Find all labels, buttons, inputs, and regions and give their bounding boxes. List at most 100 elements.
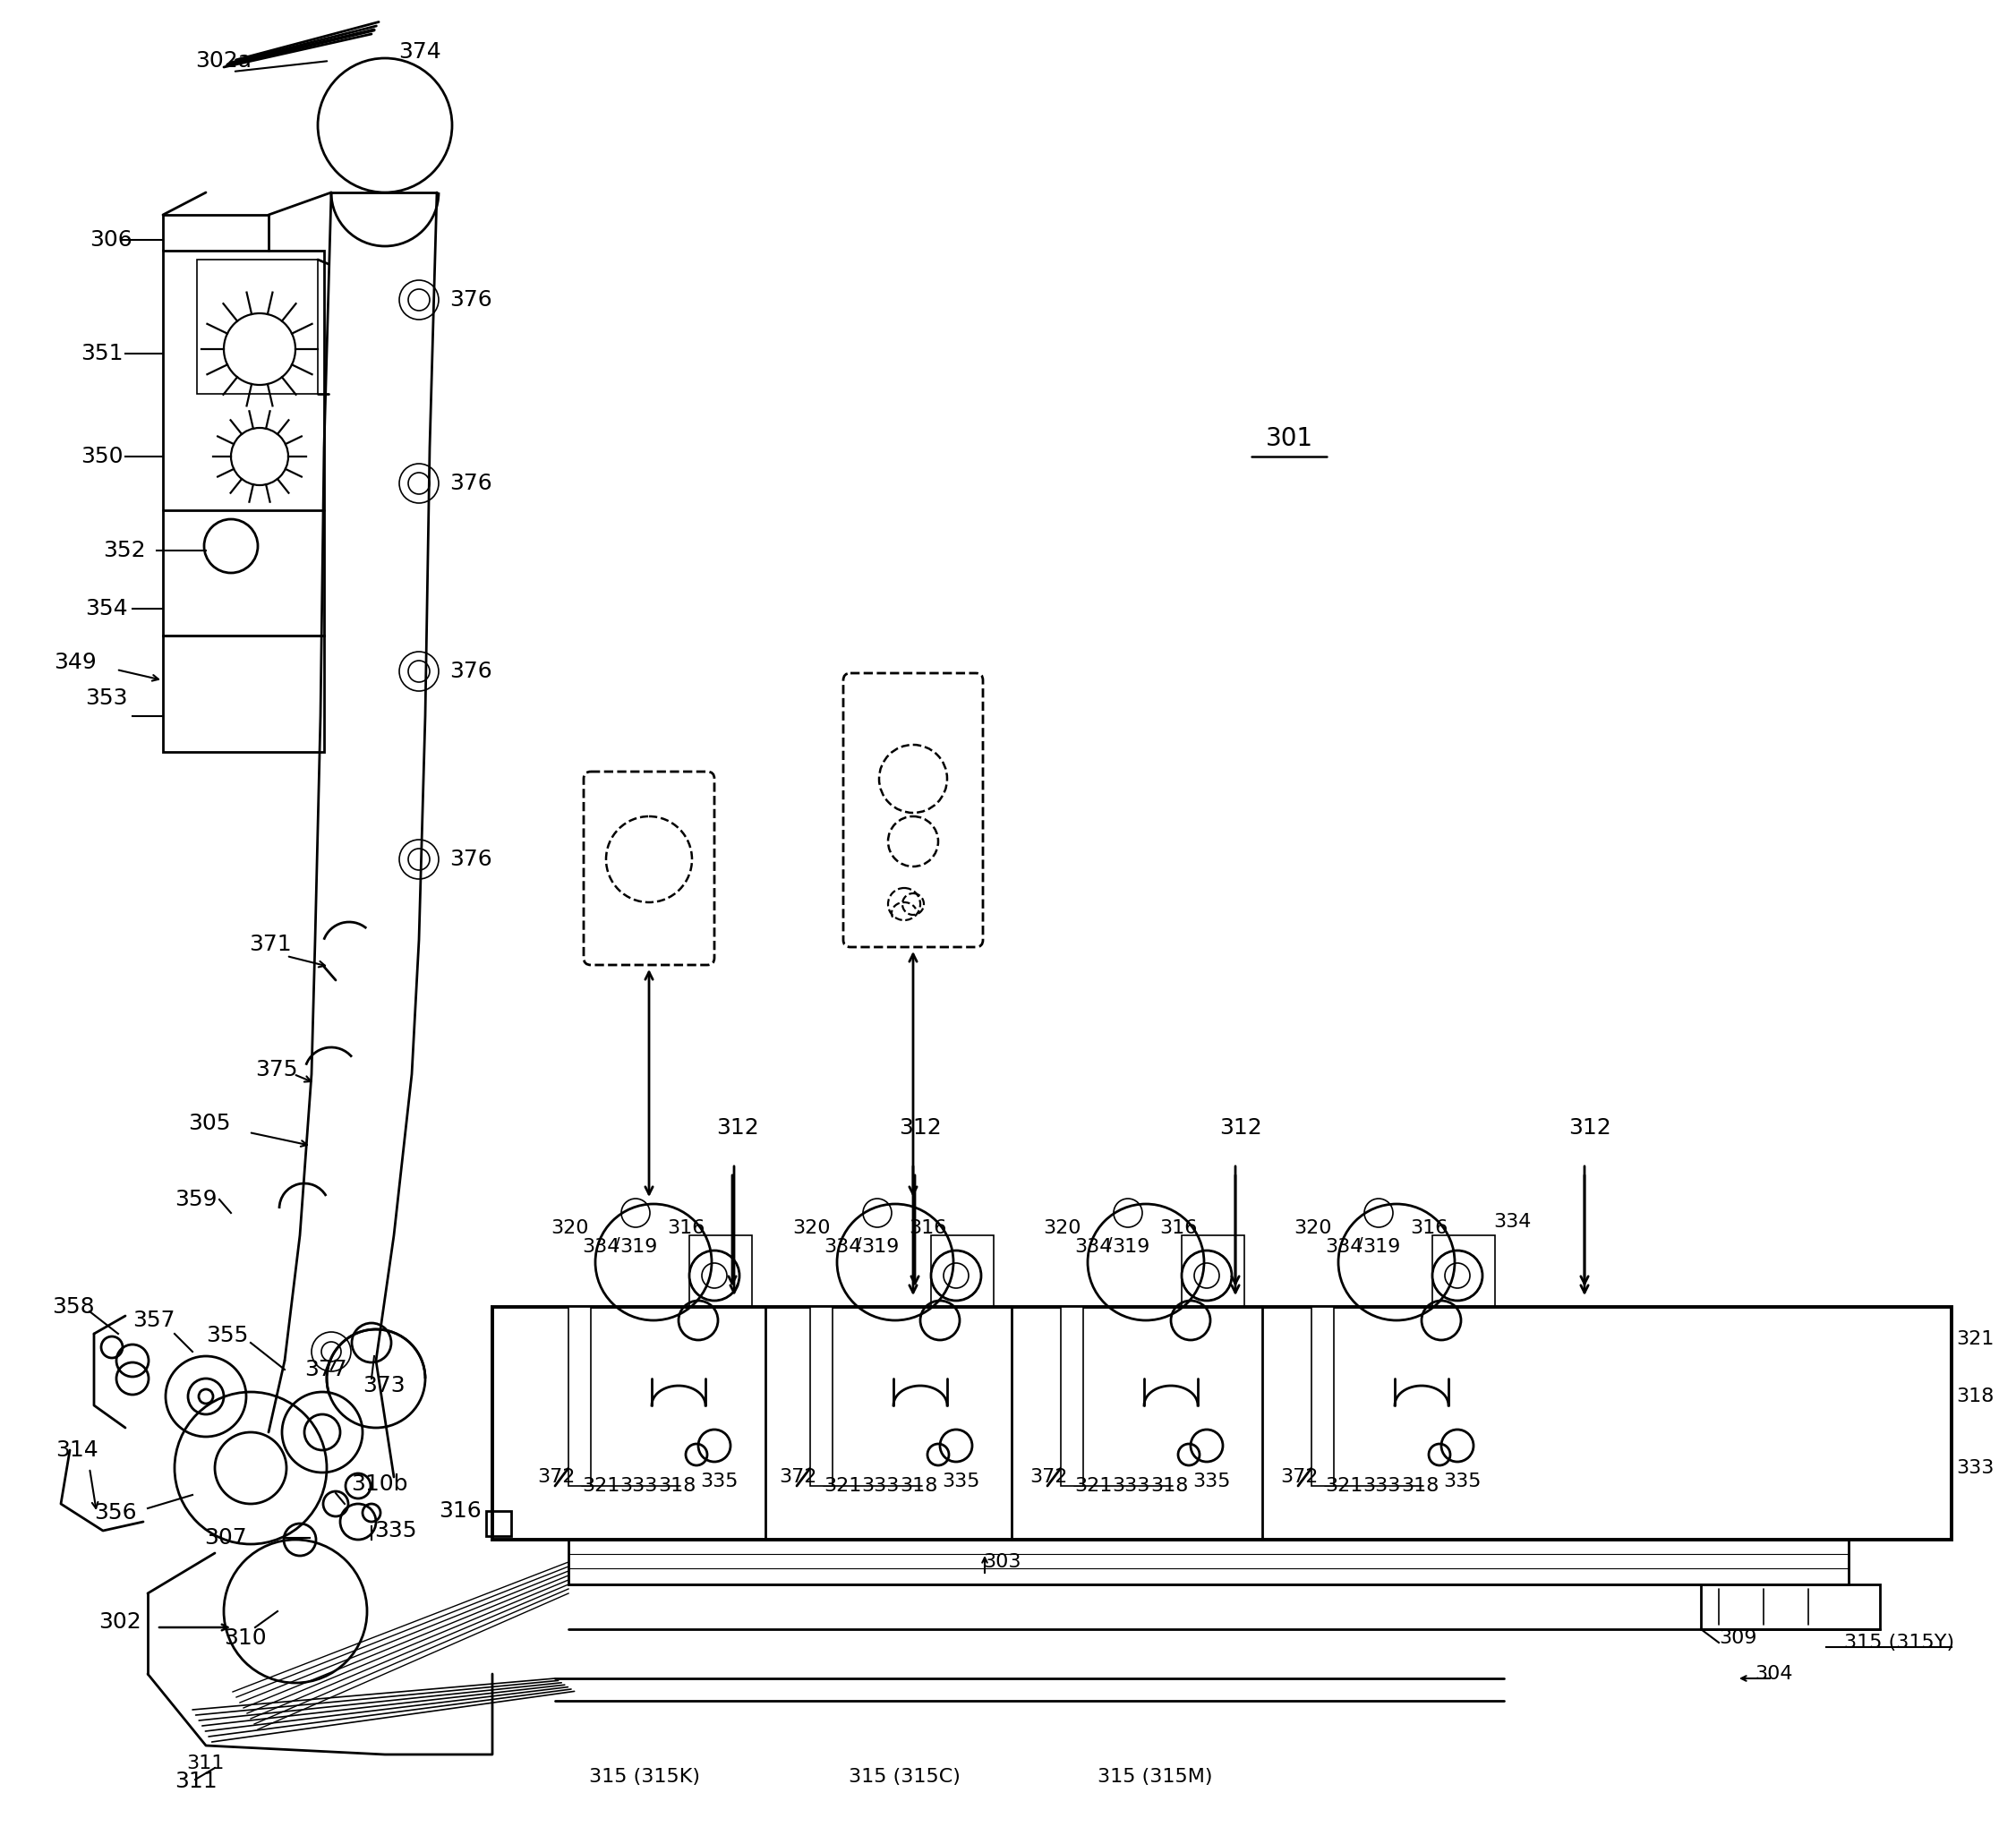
- Text: 312: 312: [716, 1116, 758, 1138]
- Bar: [1312, 1306, 1335, 1485]
- Text: 373: 373: [363, 1376, 405, 1396]
- Text: 318: 318: [1956, 1387, 1994, 1405]
- Text: 305: 305: [187, 1113, 230, 1135]
- Bar: [492, 1306, 1951, 1540]
- Text: 319: 319: [1363, 1239, 1401, 1255]
- Text: 309: 309: [1720, 1630, 1756, 1648]
- Text: 320: 320: [792, 1219, 831, 1237]
- Text: 335: 335: [941, 1473, 980, 1491]
- Text: 310b: 310b: [351, 1473, 407, 1494]
- Text: 319: 319: [1113, 1239, 1149, 1255]
- Bar: [569, 1540, 1849, 1584]
- Text: 334: 334: [583, 1239, 619, 1255]
- Text: 316: 316: [439, 1500, 482, 1522]
- Text: 377: 377: [304, 1359, 347, 1381]
- Text: 334: 334: [825, 1239, 861, 1255]
- Text: 311: 311: [185, 1754, 224, 1772]
- Text: 312: 312: [1568, 1116, 1611, 1138]
- Text: 351: 351: [81, 343, 123, 364]
- Text: 372: 372: [778, 1469, 816, 1485]
- Text: 312: 312: [899, 1116, 941, 1138]
- Text: 303: 303: [984, 1553, 1022, 1571]
- Bar: [1181, 1235, 1244, 1306]
- Text: 312: 312: [1220, 1116, 1262, 1138]
- Text: 355: 355: [206, 1325, 248, 1346]
- Text: 321: 321: [1325, 1476, 1363, 1494]
- Text: 358: 358: [52, 1295, 95, 1317]
- Bar: [689, 1235, 752, 1306]
- Text: 311: 311: [175, 1770, 218, 1792]
- Text: /: /: [615, 1235, 621, 1253]
- Text: 335: 335: [1191, 1473, 1230, 1491]
- Bar: [486, 1511, 512, 1537]
- Text: 321: 321: [583, 1476, 619, 1494]
- Text: 356: 356: [95, 1502, 137, 1524]
- Text: 335: 335: [700, 1473, 738, 1491]
- Text: 315 (315K): 315 (315K): [589, 1769, 700, 1785]
- Text: 307: 307: [204, 1527, 246, 1549]
- Text: 315 (315Y): 315 (315Y): [1845, 1633, 1954, 1652]
- Text: 374: 374: [399, 42, 442, 62]
- Text: 302: 302: [99, 1611, 141, 1633]
- Text: 321: 321: [1075, 1476, 1113, 1494]
- Text: 335: 335: [1443, 1473, 1482, 1491]
- Text: 352: 352: [103, 539, 145, 561]
- Text: 318: 318: [1151, 1476, 1187, 1494]
- Text: 354: 354: [85, 597, 127, 619]
- Text: 301: 301: [1266, 426, 1312, 451]
- Text: 333: 333: [1363, 1476, 1401, 1494]
- Text: 318: 318: [1401, 1476, 1439, 1494]
- Text: 335: 335: [375, 1520, 417, 1542]
- Text: 350: 350: [81, 446, 123, 468]
- Text: 372: 372: [1030, 1469, 1066, 1485]
- Text: /: /: [1357, 1235, 1363, 1253]
- Text: /: /: [857, 1235, 861, 1253]
- Text: 306: 306: [89, 228, 133, 250]
- Text: 320: 320: [1294, 1219, 1333, 1237]
- Text: 372: 372: [536, 1469, 575, 1485]
- Text: 376: 376: [450, 661, 492, 681]
- Bar: [1431, 1235, 1496, 1306]
- Bar: [931, 1235, 994, 1306]
- Text: 376: 376: [450, 848, 492, 870]
- Text: 310: 310: [224, 1628, 266, 1648]
- Bar: [569, 1306, 591, 1485]
- Text: 334: 334: [1075, 1239, 1113, 1255]
- Text: 316: 316: [1159, 1219, 1198, 1237]
- Text: 318: 318: [657, 1476, 696, 1494]
- Bar: [163, 636, 325, 753]
- Text: 321: 321: [1956, 1330, 1994, 1348]
- Text: 302a: 302a: [196, 49, 252, 71]
- Bar: [810, 1306, 833, 1485]
- Text: 353: 353: [85, 687, 127, 709]
- Text: 376: 376: [450, 289, 492, 311]
- Text: 371: 371: [248, 934, 292, 956]
- Text: 375: 375: [256, 1060, 298, 1080]
- Text: 320: 320: [550, 1219, 589, 1237]
- Text: 359: 359: [175, 1189, 218, 1209]
- Text: 333: 333: [619, 1476, 657, 1494]
- Bar: [163, 250, 325, 636]
- Text: 320: 320: [1042, 1219, 1081, 1237]
- Text: 372: 372: [1280, 1469, 1318, 1485]
- Text: 333: 333: [861, 1476, 899, 1494]
- Text: 315 (315C): 315 (315C): [849, 1769, 960, 1785]
- Text: 376: 376: [450, 473, 492, 493]
- Text: 333: 333: [1956, 1460, 1994, 1476]
- Text: 318: 318: [899, 1476, 937, 1494]
- Bar: [1060, 1306, 1083, 1485]
- Text: 334: 334: [1325, 1239, 1363, 1255]
- Text: 333: 333: [1113, 1476, 1149, 1494]
- Bar: [198, 259, 319, 395]
- Text: 319: 319: [619, 1239, 657, 1255]
- Text: 319: 319: [861, 1239, 899, 1255]
- Text: 314: 314: [56, 1440, 99, 1462]
- Text: 315 (315M): 315 (315M): [1097, 1769, 1212, 1785]
- Text: 349: 349: [54, 652, 97, 672]
- Text: 316: 316: [667, 1219, 706, 1237]
- Text: 316: 316: [1409, 1219, 1447, 1237]
- Text: 304: 304: [1754, 1664, 1792, 1683]
- Text: 334: 334: [1494, 1213, 1530, 1231]
- Text: /: /: [1107, 1235, 1113, 1253]
- Text: 321: 321: [825, 1476, 861, 1494]
